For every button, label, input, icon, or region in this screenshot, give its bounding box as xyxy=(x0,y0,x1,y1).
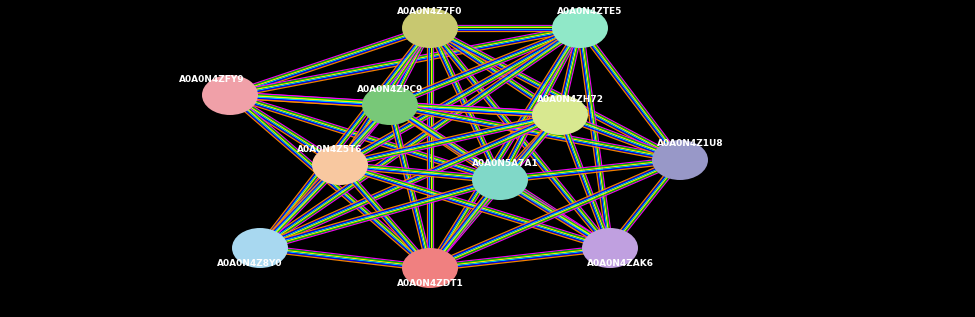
Text: A0A0N4Z8Y0: A0A0N4Z8Y0 xyxy=(217,260,283,268)
Text: A0A0N4ZH72: A0A0N4ZH72 xyxy=(536,94,604,103)
Ellipse shape xyxy=(582,228,638,268)
Text: A0A0N4ZPC9: A0A0N4ZPC9 xyxy=(357,85,423,94)
Ellipse shape xyxy=(232,228,288,268)
Ellipse shape xyxy=(472,160,528,200)
Ellipse shape xyxy=(402,8,458,48)
Ellipse shape xyxy=(312,145,368,185)
Ellipse shape xyxy=(202,75,258,115)
Ellipse shape xyxy=(402,248,458,288)
Text: A0A0N5A7A1: A0A0N5A7A1 xyxy=(472,159,538,169)
Text: A0A0N4ZFY9: A0A0N4ZFY9 xyxy=(179,74,245,83)
Text: A0A0N4Z1U8: A0A0N4Z1U8 xyxy=(657,139,723,148)
Text: A0A0N4Z7F0: A0A0N4Z7F0 xyxy=(398,8,463,16)
Text: A0A0N4ZAK6: A0A0N4ZAK6 xyxy=(587,260,653,268)
Ellipse shape xyxy=(362,85,418,125)
Text: A0A0N4ZDT1: A0A0N4ZDT1 xyxy=(397,280,463,288)
Text: A0A0N4ZTE5: A0A0N4ZTE5 xyxy=(558,8,623,16)
Text: A0A0N4Z5T6: A0A0N4Z5T6 xyxy=(297,145,363,153)
Ellipse shape xyxy=(652,140,708,180)
Ellipse shape xyxy=(532,95,588,135)
Ellipse shape xyxy=(552,8,608,48)
